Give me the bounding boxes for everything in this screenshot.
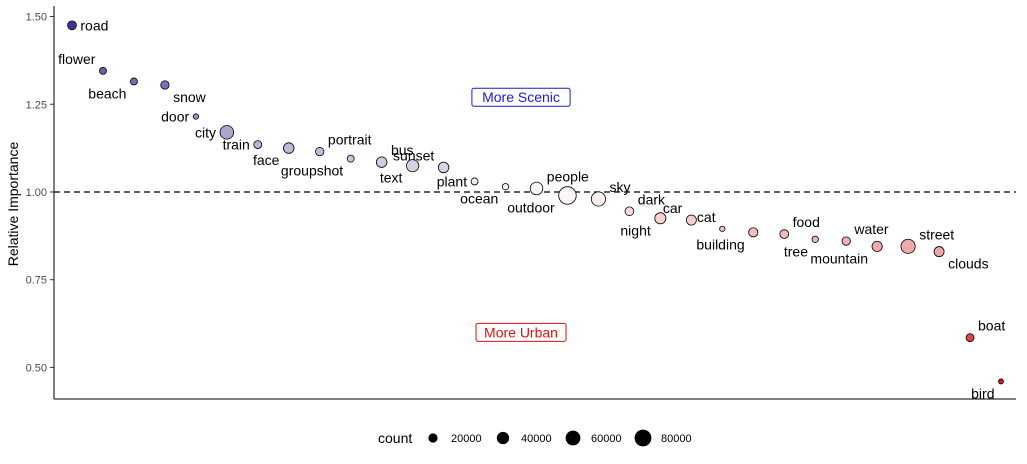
- data-point: [654, 212, 667, 225]
- point-label: outdoor: [507, 199, 555, 215]
- data-point: [590, 191, 606, 207]
- point-label: night: [620, 222, 650, 238]
- data-point: [315, 147, 325, 157]
- point-label: ocean: [460, 191, 498, 207]
- data-point: [406, 159, 420, 173]
- data-point: [501, 183, 510, 191]
- point-label: building: [696, 236, 744, 252]
- annotation-label: More Scenic: [482, 89, 560, 105]
- data-point: [346, 154, 355, 163]
- y-tick-label: 0.50: [26, 362, 47, 374]
- point-label: beach: [88, 85, 126, 101]
- point-label: street: [919, 226, 954, 242]
- data-point: [998, 378, 1004, 385]
- data-point: [470, 177, 479, 186]
- data-point: [871, 240, 883, 252]
- point-label: boat: [978, 318, 1005, 334]
- data-point: [719, 225, 726, 232]
- data-point: [253, 140, 263, 149]
- point-label: train: [223, 137, 250, 153]
- point-label: portrait: [328, 132, 372, 148]
- legend-key: [428, 433, 438, 443]
- point-label: plant: [437, 173, 467, 189]
- legend-key: [496, 431, 510, 445]
- legend-label: 40000: [521, 433, 552, 445]
- legend-label: 80000: [661, 433, 692, 445]
- point-label: mountain: [810, 250, 868, 266]
- data-point: [779, 229, 790, 239]
- point-label: cat: [697, 209, 716, 225]
- legend-key: [565, 430, 581, 446]
- point-label: road: [80, 17, 108, 33]
- point-label: snow: [173, 89, 207, 105]
- data-point: [748, 227, 759, 238]
- legend-label: 20000: [451, 433, 482, 445]
- point-label: text: [380, 170, 403, 186]
- legend-key: [634, 429, 652, 447]
- legend: count 20000 40000 60000 80000: [378, 429, 692, 447]
- y-tick-label: 1.50: [26, 12, 47, 24]
- data-point: [965, 333, 975, 342]
- point-label: people: [547, 168, 589, 184]
- data-point: [283, 142, 295, 154]
- data-point: [900, 238, 916, 254]
- legend-title: count: [378, 430, 412, 446]
- point-label: flower: [58, 51, 96, 67]
- data-point: [933, 246, 945, 258]
- annotation-label: More Urban: [484, 324, 558, 340]
- point-label: door: [161, 109, 189, 125]
- point-label: bus: [391, 142, 414, 158]
- y-tick-label: 1.00: [26, 187, 47, 199]
- y-axis-title: Relative Importance: [5, 142, 21, 267]
- y-tick-label: 1.25: [26, 99, 47, 111]
- data-point: [160, 80, 170, 90]
- annotation-box: [475, 322, 567, 342]
- annotation-box: [471, 87, 571, 107]
- data-point: [437, 161, 450, 174]
- data-point: [529, 181, 544, 196]
- point-label: tree: [784, 243, 808, 259]
- point-label: bird: [971, 385, 994, 401]
- data-point: [219, 125, 235, 140]
- data-point: [99, 67, 107, 75]
- point-label: sky: [610, 179, 631, 195]
- data-point: [558, 186, 577, 205]
- legend-label: 60000: [591, 433, 622, 445]
- data-point: [130, 77, 138, 86]
- point-label: clouds: [948, 256, 988, 272]
- data-point: [811, 235, 819, 243]
- data-point: [841, 236, 851, 246]
- data-point: [624, 206, 635, 217]
- y-tick-label: 0.75: [26, 275, 47, 287]
- data-point: [375, 156, 388, 168]
- point-label: sunset: [393, 147, 434, 163]
- point-label: food: [793, 214, 820, 230]
- point-label: groupshot: [281, 163, 343, 179]
- data-point: [685, 214, 697, 226]
- point-label: dark: [638, 191, 666, 207]
- point-label: city: [195, 124, 216, 140]
- point-label: car: [663, 200, 683, 216]
- point-label: water: [853, 221, 889, 237]
- data-point: [192, 113, 199, 120]
- plot-area: 0.50 0.75 1.00 1.25 1.50 More Scenic More Urba…: [26, 6, 1016, 401]
- data-point: [67, 20, 77, 31]
- point-label: face: [253, 152, 280, 168]
